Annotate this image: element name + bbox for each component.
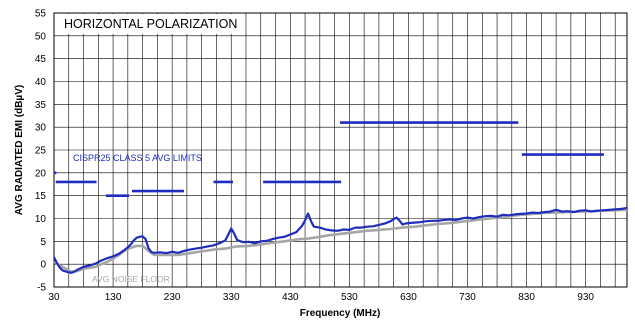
x-tick-label: 330 xyxy=(223,292,240,303)
y-tick-label: 45 xyxy=(35,54,47,65)
y-tick-label: 15 xyxy=(35,191,47,202)
y-tick-label: 20 xyxy=(35,168,47,179)
x-tick-label: 730 xyxy=(459,292,476,303)
plot-title: HORIZONTAL POLARIZATION xyxy=(64,17,237,31)
x-axis-ticks: 30 130 230 330 430 530 630 730 830 930 xyxy=(48,292,594,303)
y-tick-label: 10 xyxy=(35,214,47,225)
y-tick-label: 55 xyxy=(35,9,47,20)
plot-title-box xyxy=(56,14,240,34)
x-tick-label: 230 xyxy=(164,292,181,303)
y-tick-label: 0 xyxy=(40,260,46,271)
grid xyxy=(54,12,627,288)
x-tick-label: 30 xyxy=(48,292,60,303)
y-tick-label: 5 xyxy=(40,237,46,248)
series-layer xyxy=(53,206,628,274)
y-tick-label: 25 xyxy=(35,146,47,157)
y-tick-label: 35 xyxy=(35,100,47,111)
noise-floor-annotation: AVG NOISE FLOOR xyxy=(92,274,170,284)
emission-series xyxy=(53,206,628,274)
y-tick-label: -5 xyxy=(37,283,46,294)
y-axis-title: AVG RADIATED EMI (dBµV) xyxy=(14,85,25,215)
y-axis-ticks: -5 0 5 10 15 20 25 30 35 40 45 50 55 xyxy=(35,9,47,294)
x-tick-label: 830 xyxy=(518,292,535,303)
x-axis-title: Frequency (MHz) xyxy=(300,308,381,319)
x-tick-label: 630 xyxy=(400,292,417,303)
x-tick-label: 930 xyxy=(577,292,594,303)
y-tick-label: 30 xyxy=(35,123,47,134)
y-tick-label: 40 xyxy=(35,77,47,88)
limits-layer xyxy=(54,121,604,197)
y-tick-label: 50 xyxy=(35,31,47,42)
limits-annotation: CISPR25 CLASS 5 AVG LIMITS xyxy=(73,153,202,163)
x-tick-label: 430 xyxy=(282,292,299,303)
x-tick-label: 530 xyxy=(341,292,358,303)
x-tick-label: 130 xyxy=(105,292,122,303)
